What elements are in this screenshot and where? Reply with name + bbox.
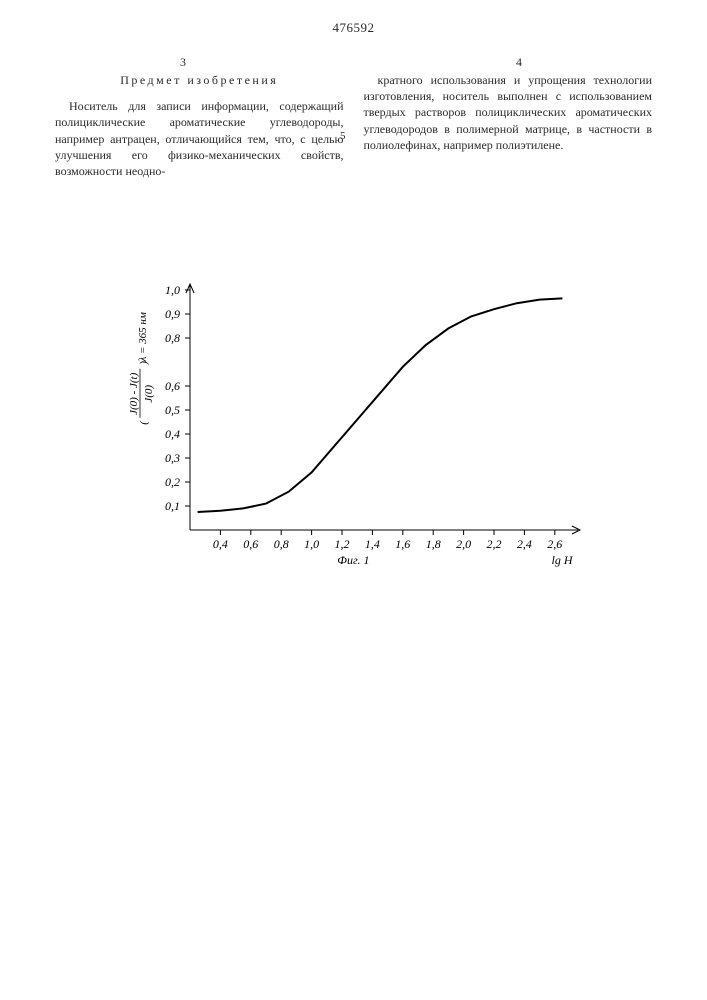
svg-text:1,0: 1,0 [304,537,319,551]
svg-text:0,6: 0,6 [165,379,180,393]
svg-text:1,6: 1,6 [395,537,410,551]
svg-text:0,8: 0,8 [274,537,289,551]
right-column: кратного использования и упрощения техно… [364,72,653,179]
page-number-right: 4 [516,55,522,70]
left-column-text: Носитель для записи информации, содержащ… [55,98,344,179]
svg-text:λ = 365 нм: λ = 365 нм [137,312,149,362]
right-column-text: кратного использования и упрощения техно… [364,72,653,153]
chart-svg: 0,1 0,2 0,3 0,4 0,5 0,6 0,8 0,9 1,0 0,4 0,6 0,8 1,0 1… [115,280,585,590]
svg-text:0,8: 0,8 [165,331,180,345]
svg-text:2,2: 2,2 [487,537,502,551]
svg-text:J(0): J(0) [143,385,155,403]
svg-text:2,6: 2,6 [547,537,562,551]
svg-text:2,0: 2,0 [456,537,471,551]
svg-text:1,4: 1,4 [365,537,380,551]
svg-text:Фиг. 1: Фиг. 1 [337,553,369,567]
figure-1-chart: 0,1 0,2 0,3 0,4 0,5 0,6 0,8 0,9 1,0 0,4 0,6 0,8 1,0 1… [115,280,585,590]
doc-number: 476592 [0,20,707,36]
claim-heading: Предмет изобретения [55,72,344,88]
svg-text:0,2: 0,2 [165,475,180,489]
svg-text:0,6: 0,6 [243,537,258,551]
svg-text:0,5: 0,5 [165,403,180,417]
svg-text:2,4: 2,4 [517,537,532,551]
svg-text:(: ( [138,420,150,425]
svg-text:0,4: 0,4 [213,537,228,551]
svg-text:1,0: 1,0 [165,283,180,297]
svg-text:0,9: 0,9 [165,307,180,321]
svg-text:0,4: 0,4 [165,427,180,441]
left-column: Предмет изобретения Носитель для записи … [55,72,344,179]
text-columns: Предмет изобретения Носитель для записи … [55,72,652,179]
svg-text:0,3: 0,3 [165,451,180,465]
svg-text:0,1: 0,1 [165,499,180,513]
svg-text:J(0) - J(t): J(0) - J(t) [128,372,140,414]
page-number-left: 3 [180,55,186,70]
svg-text:1,2: 1,2 [335,537,350,551]
svg-text:lg H: lg H [552,553,574,567]
svg-text:1,8: 1,8 [426,537,441,551]
